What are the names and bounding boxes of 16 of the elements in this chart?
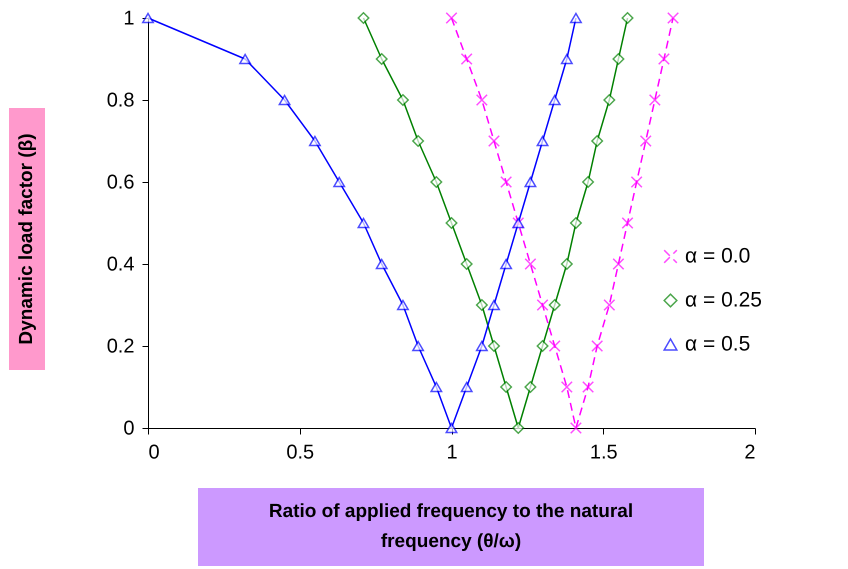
- x-tick-label: 1.5: [590, 442, 618, 464]
- y-tick-label: 1: [123, 8, 134, 30]
- y-tick-label: 0.4: [106, 254, 134, 276]
- x-tick-label: 0: [148, 442, 160, 464]
- legend-label: α = 0.25: [685, 288, 762, 312]
- x-tick-label: 0.5: [286, 442, 314, 464]
- y-tick-label: 0.2: [106, 336, 134, 358]
- x-tick-label: 2: [744, 442, 756, 464]
- y-tick-label: 0.8: [106, 90, 134, 112]
- legend-label: α = 0.5: [685, 332, 750, 356]
- y-tick-label: 0.6: [106, 172, 134, 194]
- x-axis-title: Ratio of applied frequency to the natural frequency (θ/ω): [198, 488, 704, 566]
- y-axis-title: Dynamic load factor (β): [16, 133, 38, 345]
- y-tick-label: 0: [123, 418, 134, 440]
- x-tick-label: 1: [446, 442, 458, 464]
- legend-label: α = 0.0: [685, 244, 750, 268]
